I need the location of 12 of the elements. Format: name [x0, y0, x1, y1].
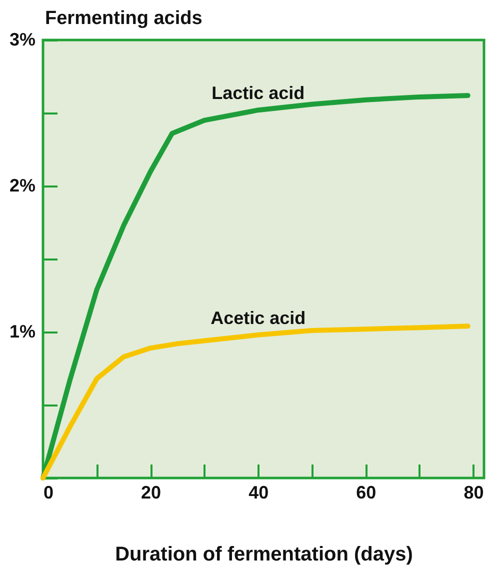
y-tick-label: 2%: [9, 176, 36, 196]
x-tick-label: 0: [44, 482, 54, 502]
y-tick-label: 3%: [9, 30, 36, 50]
x-tick-label: 40: [248, 482, 269, 502]
x-tick-label: 60: [356, 482, 376, 502]
series-label: Lactic acid: [212, 83, 305, 104]
y-tick-label: 1%: [9, 322, 36, 342]
x-tick-label: 20: [141, 482, 162, 502]
series-label: Acetic acid: [210, 308, 306, 328]
x-tick-label: 80: [464, 482, 484, 502]
x-axis-title: Duration of fermentation (days): [115, 544, 413, 566]
chart-title: Fermenting acids: [45, 8, 202, 29]
